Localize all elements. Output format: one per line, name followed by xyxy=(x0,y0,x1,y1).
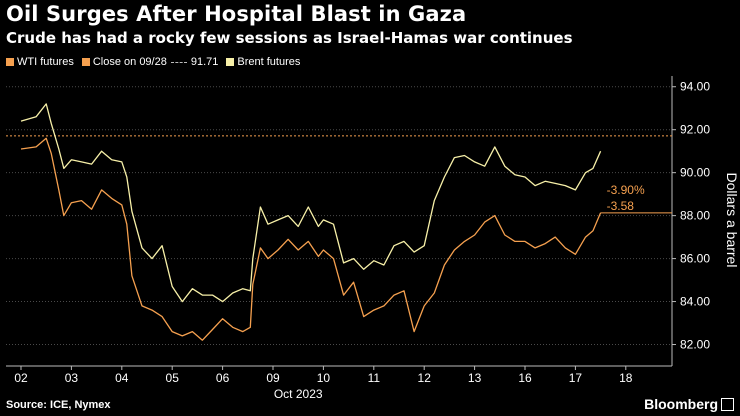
y-tick-label-4: 90.00 xyxy=(680,166,710,180)
x-tick-label-7: 11 xyxy=(368,371,381,385)
y-tick-label-0: 82.00 xyxy=(680,338,710,352)
legend-swatch-close xyxy=(81,58,90,66)
x-tick-label-12: 18 xyxy=(619,371,633,385)
x-tick-label-0: 02 xyxy=(14,371,28,385)
x-tick-label-2: 04 xyxy=(115,371,129,385)
source-note: Source: ICE, Nymex xyxy=(6,399,111,411)
y-tick-label-3: 88.00 xyxy=(680,209,710,223)
series-line-brent-futures xyxy=(20,103,602,303)
x-tick-label-6: 10 xyxy=(317,371,331,385)
legend-item-brent: Brent futures xyxy=(226,56,300,68)
x-tick-label-1: 03 xyxy=(65,371,79,385)
legend-label-brent: Brent futures xyxy=(237,56,301,68)
chart-title: Oil Surges After Hospital Blast in Gaza xyxy=(6,2,467,26)
legend-close-value: 91.71 xyxy=(190,56,219,68)
x-tick-label-8: 12 xyxy=(418,371,432,385)
brand-mark-icon xyxy=(721,397,734,411)
x-tick-label-3: 05 xyxy=(166,371,180,385)
y-axis-title: Dollars a barrel xyxy=(724,173,740,268)
legend-swatch-wti xyxy=(6,58,14,66)
x-tick-label-11: 17 xyxy=(569,371,583,385)
chart-subtitle: Crude has had a rocky few sessions as Is… xyxy=(6,29,573,47)
x-tick-label-5: 09 xyxy=(266,371,280,385)
y-tick-label-2: 86.00 xyxy=(680,252,710,266)
x-axis-title: Oct 2023 xyxy=(274,387,323,401)
x-tick-label-4: 06 xyxy=(216,371,230,385)
bloomberg-logo: Bloomberg xyxy=(644,396,734,412)
legend-swatch-brent xyxy=(226,58,235,66)
legend-item-wti: WTI futures xyxy=(6,56,74,68)
brand-name: Bloomberg xyxy=(644,396,718,412)
y-tick-label-5: 92.00 xyxy=(680,123,710,137)
y-tick-label-1: 84.00 xyxy=(680,295,710,309)
legend: WTI futures Close on 09/28 91.71 Brent f… xyxy=(6,56,308,68)
x-tick-label-10: 16 xyxy=(518,371,532,385)
annotation-abs-change: -3.58 xyxy=(607,199,635,213)
legend-dash-icon xyxy=(170,61,187,63)
legend-label-close: Close on 09/28 xyxy=(92,56,167,68)
annotation-pct-change: -3.90% xyxy=(607,183,645,197)
x-tick-label-9: 13 xyxy=(468,371,482,385)
legend-label-wti: WTI futures xyxy=(17,56,74,68)
legend-item-close: Close on 09/28 91.71 xyxy=(81,56,219,68)
series-line-wti-futures xyxy=(20,137,602,341)
y-tick-label-6: 94.00 xyxy=(680,80,710,94)
